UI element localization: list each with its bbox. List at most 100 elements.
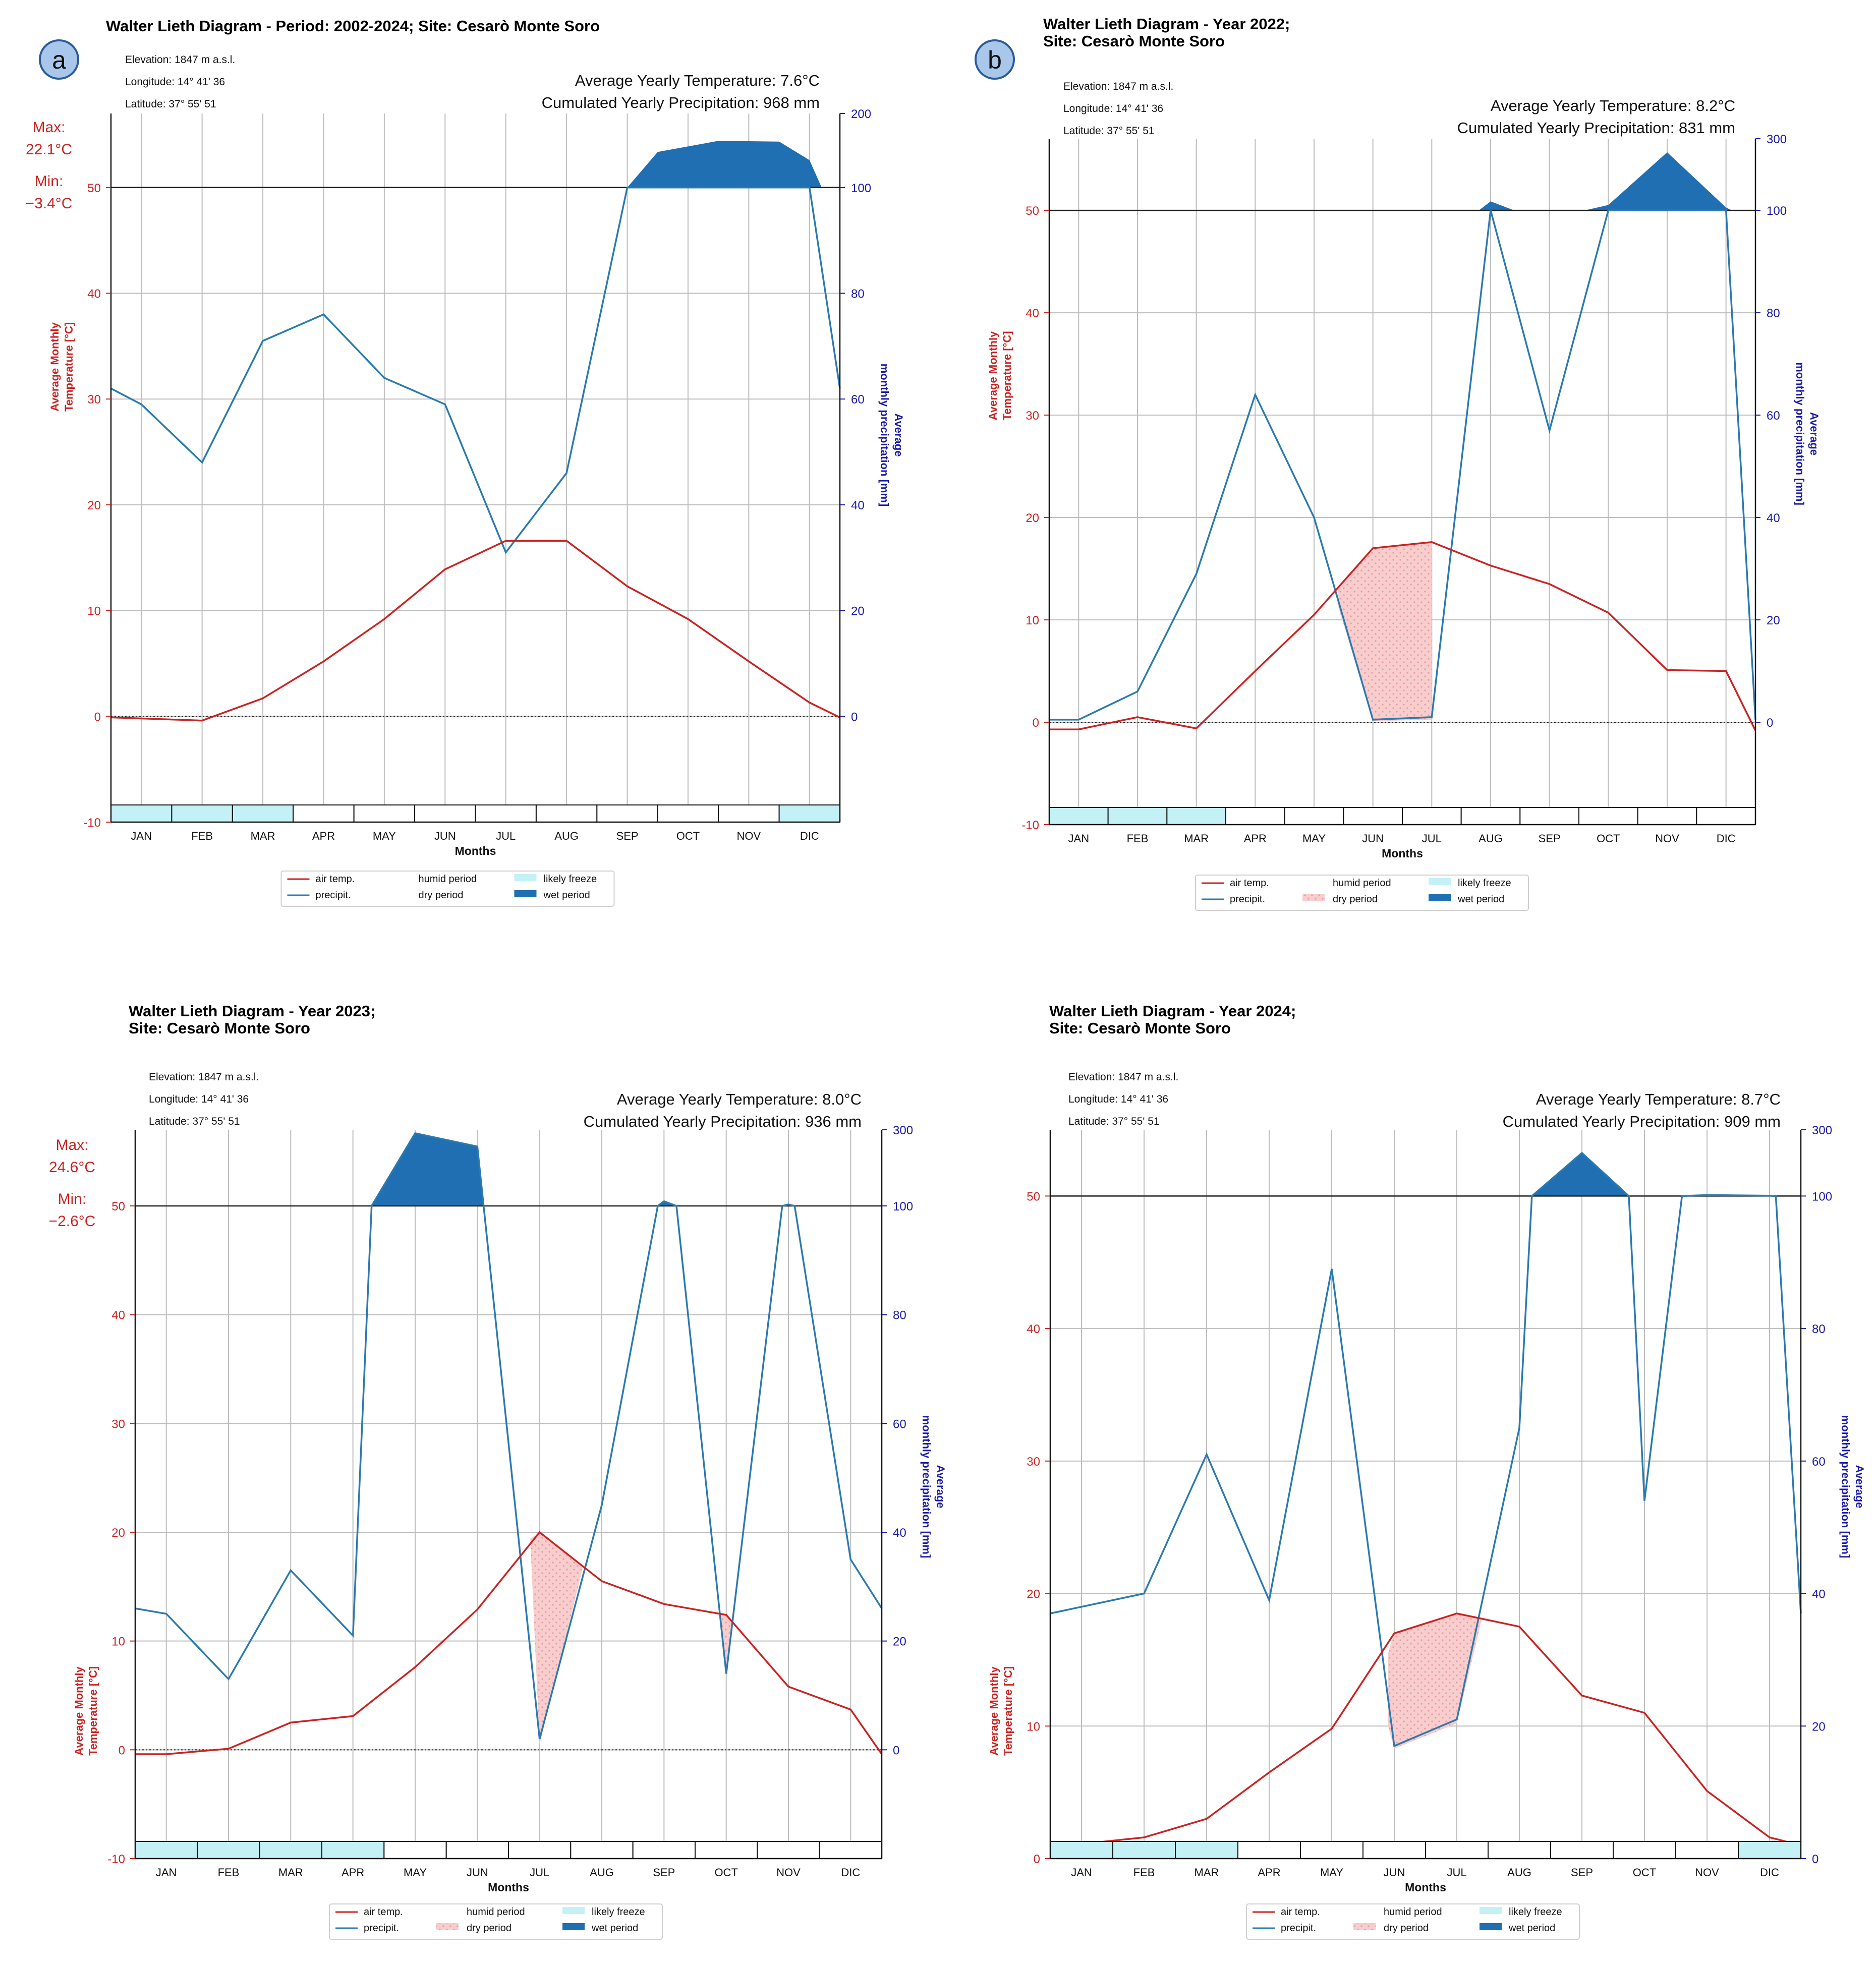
precip-tick-label: 0: [1767, 716, 1773, 730]
month-cell: [353, 804, 416, 823]
month-cell: [1637, 807, 1697, 825]
precip-tick-label: 0: [851, 710, 858, 724]
chart-title: Walter Lieth Diagram - Year 2023;: [129, 1002, 375, 1020]
month-label: AUG: [554, 830, 579, 842]
legend-freeze-swatch: [1480, 1907, 1502, 1914]
legend-likely-freeze: likely freeze: [1509, 1906, 1562, 1918]
temp-tick-label: 0: [1034, 1853, 1040, 1866]
legend-likely-freeze: likely freeze: [544, 874, 597, 885]
month-cell: [1300, 1841, 1363, 1859]
station-info: Latitude: 37° 55' 51: [1063, 125, 1155, 137]
temp-tick-label: 20: [1027, 1588, 1040, 1601]
min-value: −3.4°C: [26, 195, 73, 212]
station-info: Longitude: 14° 41' 36: [1068, 1093, 1168, 1105]
precip-tick-label: 0: [1812, 1853, 1818, 1866]
temp-tick-label: 30: [87, 393, 101, 407]
precip-axis-label-line1: Average: [934, 1465, 947, 1508]
precip-tick-label: 300: [1812, 1124, 1832, 1137]
max-label: Max:: [55, 1137, 88, 1153]
station-info: Latitude: 37° 55' 51: [125, 98, 216, 110]
panel-letter: a: [52, 46, 66, 74]
month-cell: [414, 804, 476, 823]
chart-title: Walter Lieth Diagram - Year 2024;: [1049, 1002, 1296, 1020]
legend-dry-period: dry period: [1333, 894, 1378, 905]
station-info: Elevation: 1847 m a.s.l.: [1068, 1071, 1178, 1083]
month-label: FEB: [218, 1866, 240, 1879]
station-info: Longitude: 14° 41' 36: [125, 76, 225, 88]
panel-b: b Walter Lieth Diagram - Year 2022;Site: …: [975, 15, 1821, 911]
legend-wet-period: wet period: [591, 1923, 638, 1934]
legend-humid-period: humid period: [1333, 878, 1391, 889]
temp-tick-label: 10: [1026, 614, 1039, 627]
legend-freeze-swatch: [1429, 878, 1451, 885]
month-cell: [508, 1841, 572, 1859]
month-label: JUN: [467, 1866, 488, 1879]
precip-axis-label-line2: monthly precipitation [mm]: [1839, 1415, 1852, 1558]
dry-period-area: [720, 1614, 732, 1674]
month-label: NOV: [1655, 832, 1679, 845]
temp-tick-label: 30: [111, 1417, 125, 1431]
month-label: MAR: [251, 830, 275, 842]
legend-wet-swatch: [562, 1923, 585, 1930]
station-info: Latitude: 37° 55' 51: [1068, 1116, 1160, 1127]
precipitation-line: [135, 1132, 883, 1740]
precip-tick-label: 300: [1767, 133, 1787, 146]
month-label: JUN: [1362, 832, 1384, 845]
freeze-cell: [1050, 1841, 1113, 1859]
month-label: MAY: [1302, 832, 1326, 845]
legend-dry-period: dry period: [467, 1923, 511, 1934]
legend-air-temp: air temp.: [1281, 1906, 1320, 1918]
month-cell: [1696, 807, 1756, 825]
chart-title: Site: Cesarò Monte Soro: [129, 1019, 310, 1037]
month-label: DIC: [1760, 1866, 1779, 1879]
month-label: AUG: [1507, 1866, 1531, 1879]
month-cell: [757, 1841, 820, 1859]
month-cell: [1362, 1841, 1426, 1859]
month-label: DIC: [1717, 832, 1736, 845]
legend-humid-period: humid period: [467, 1906, 525, 1918]
month-cell: [1550, 1841, 1614, 1859]
month-label: APR: [1244, 832, 1267, 845]
month-cell: [718, 804, 780, 823]
temp-tick-label: 0: [119, 1744, 125, 1757]
chart-title: Walter Lieth Diagram - Year 2022;: [1043, 15, 1290, 33]
legend-humid-period: humid period: [1384, 1906, 1442, 1918]
chart-title: Site: Cesarò Monte Soro: [1043, 32, 1225, 50]
month-label: AUG: [1479, 832, 1503, 845]
precipitation-line: [1049, 209, 1756, 721]
precip-tick-label: 60: [851, 393, 865, 407]
legend-dry-swatch: [1353, 1923, 1376, 1930]
cumulated-yearly-precipitation: Cumulated Yearly Precipitation: 831 mm: [1457, 119, 1735, 137]
precip-tick-label: 100: [893, 1200, 913, 1213]
month-cell: [1675, 1841, 1739, 1859]
temp-axis-label-line2: Temperature [°C]: [1001, 331, 1013, 420]
avg-yearly-temperature: Average Yearly Temperature: 8.2°C: [1491, 97, 1735, 114]
month-label: DIC: [841, 1866, 860, 1879]
station-info: Elevation: 1847 m a.s.l.: [125, 54, 235, 66]
legend-likely-freeze: likely freeze: [1458, 878, 1511, 889]
month-label: MAY: [404, 1866, 427, 1879]
temp-axis-label-line1: Average Monthly: [48, 322, 61, 412]
month-cell: [695, 1841, 758, 1859]
legend-wet-period: wet period: [1457, 894, 1504, 905]
legend-likely-freeze: likely freeze: [592, 1906, 645, 1918]
min-value: −2.6°C: [49, 1213, 96, 1230]
month-label: JUL: [1422, 832, 1442, 845]
month-label: JUN: [434, 830, 456, 842]
temperature-line: [135, 1531, 883, 1755]
precip-tick-label: 40: [1812, 1588, 1826, 1601]
month-label: OCT: [676, 830, 700, 842]
month-label: NOV: [776, 1866, 801, 1879]
month-cell: [445, 1841, 509, 1859]
precip-tick-label: 20: [851, 605, 865, 618]
precip-tick-label: 60: [893, 1417, 906, 1431]
month-label: JAN: [131, 830, 152, 842]
freeze-cell: [259, 1841, 323, 1859]
month-cell: [657, 804, 719, 823]
precip-tick-label: 60: [1767, 409, 1780, 423]
temp-axis-label-line2: Temperature [°C]: [1002, 1666, 1014, 1756]
